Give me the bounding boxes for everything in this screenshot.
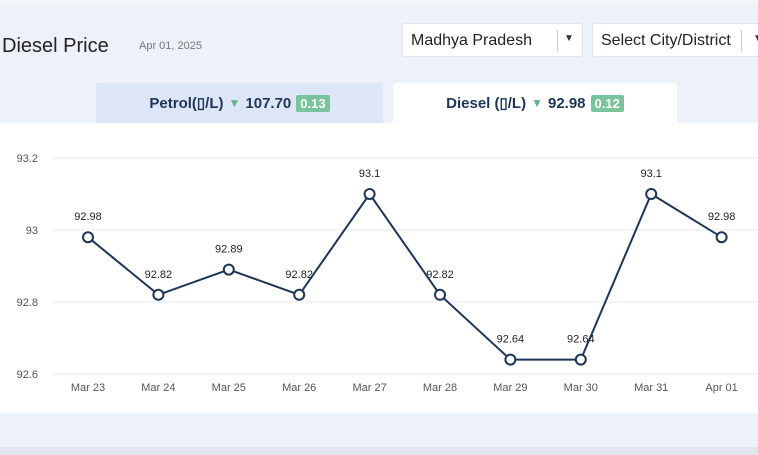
header: Diesel Price Apr 01, 2025 Madhya Pradesh…	[0, 5, 758, 83]
x-tick-label: Mar 28	[423, 382, 457, 394]
top-strip	[0, 0, 758, 5]
data-point	[574, 353, 587, 366]
triangle-down-icon: ▼	[531, 96, 543, 110]
data-label: 93.1	[640, 168, 661, 180]
data-label: 92.82	[426, 269, 454, 281]
data-point	[645, 188, 658, 200]
x-tick-label: Mar 25	[212, 382, 246, 394]
y-tick-label: 93.2	[17, 153, 38, 165]
data-label: 92.98	[708, 211, 736, 223]
data-point	[152, 288, 165, 301]
y-tick-label: 93	[26, 225, 38, 237]
tab-price: 92.98	[547, 94, 586, 112]
data-point	[715, 231, 728, 244]
tab-fuel-label: Diesel (▯/L)	[446, 95, 527, 112]
state-select-value: Madhya Pradesh	[411, 32, 532, 49]
select-divider	[557, 30, 558, 52]
chart-card: 92.6 92.8 93 93.2 Mar 23 Mar 24 Mar 25 Mar 26 Ma…	[0, 123, 758, 413]
x-tick-label: Mar 23	[71, 382, 105, 394]
data-point	[82, 231, 94, 244]
city-select-value: Select City/District	[601, 32, 731, 49]
x-tick-label: Mar 30	[564, 382, 598, 394]
city-select[interactable]: Select City/District ▼	[592, 23, 758, 57]
data-label: 92.82	[285, 269, 313, 281]
triangle-down-icon: ▼	[228, 96, 241, 110]
tab-diesel[interactable]: Diesel (▯/L) ▼ 92.98 0.12	[393, 83, 677, 123]
data-point	[504, 353, 517, 366]
caret-down-icon[interactable]: ▼	[753, 33, 758, 44]
change-badge: 0.13	[296, 94, 330, 112]
tab-fuel-label: Petrol(▯/L)	[149, 95, 224, 112]
change-badge: 0.12	[590, 94, 624, 112]
data-point	[363, 188, 376, 200]
data-label: 92.64	[497, 334, 525, 346]
x-tick-label: Mar 29	[493, 382, 527, 394]
x-tick-label: Mar 24	[141, 382, 175, 394]
price-date: Apr 01, 2025	[139, 40, 202, 52]
x-tick-label: Mar 27	[352, 382, 386, 394]
x-tick-label: Mar 26	[282, 382, 316, 394]
series-line	[87, 192, 723, 361]
data-label: 92.82	[145, 269, 173, 281]
state-select[interactable]: Madhya Pradesh ▼	[402, 23, 583, 57]
data-point	[293, 288, 306, 301]
tab-price: 107.70	[245, 94, 292, 112]
data-point	[222, 263, 235, 276]
data-label: 92.98	[74, 211, 102, 223]
x-tick-label: Mar 31	[634, 382, 668, 394]
caret-down-icon[interactable]: ▼	[564, 33, 574, 44]
tab-petrol[interactable]: Petrol(▯/L) ▼ 107.70 0.13	[96, 83, 383, 123]
data-point	[434, 288, 446, 301]
price-line-chart: 92.6 92.8 93 93.2 Mar 23 Mar 24 Mar 25 Mar 26 Ma…	[17, 153, 758, 394]
select-divider	[741, 30, 742, 52]
data-label: 93.1	[359, 168, 380, 180]
y-tick-label: 92.8	[17, 297, 38, 309]
y-tick-label: 92.6	[17, 369, 38, 381]
page-title: Diesel Price	[2, 35, 109, 57]
data-label: 92.89	[215, 244, 243, 256]
data-label: 92.64	[567, 334, 595, 346]
bottom-strip	[0, 447, 758, 455]
x-tick-label: Apr 01	[705, 382, 737, 394]
